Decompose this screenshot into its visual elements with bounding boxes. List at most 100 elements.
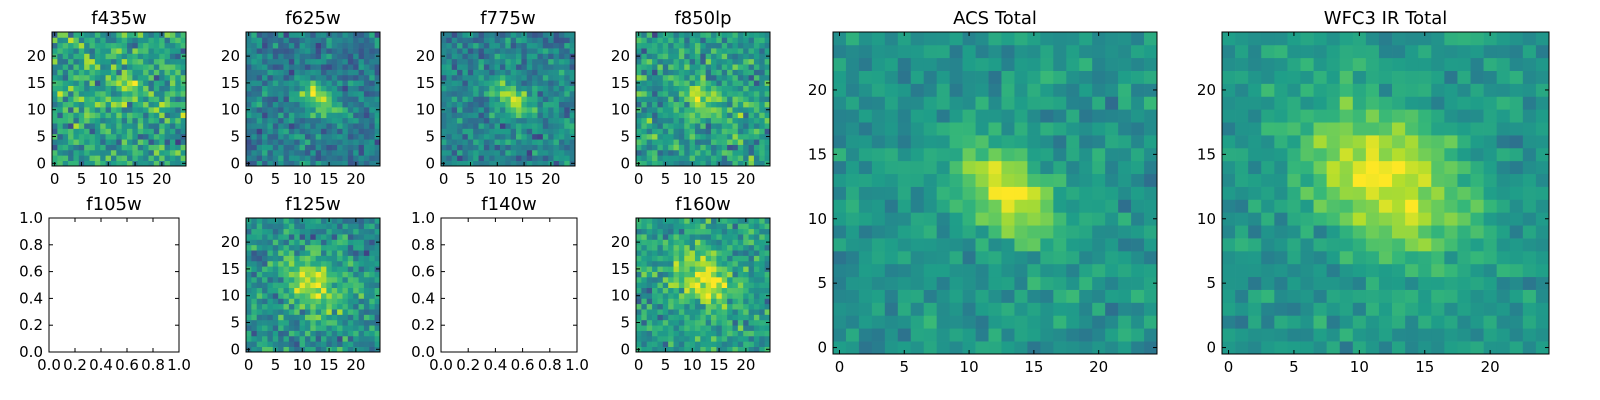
pixel-cell (272, 325, 279, 331)
pixel-cell (315, 234, 322, 240)
pixel-cell (310, 244, 317, 251)
pixel-cell (689, 123, 696, 129)
pixel-cell (347, 228, 354, 235)
pixel-cell (143, 149, 149, 156)
pixel-cell (489, 112, 495, 119)
pixel-cell (737, 341, 744, 347)
pixel-cell (294, 149, 300, 156)
pixel-cell (673, 309, 680, 315)
pixel-cell (175, 128, 181, 135)
pixel-cell (1105, 32, 1119, 46)
pixel-cell (315, 128, 322, 135)
pixel-cell (732, 218, 739, 224)
pixel-cell (711, 266, 717, 272)
pixel-cell (845, 289, 860, 303)
pixel-cell (962, 328, 976, 342)
pixel-cell (652, 144, 658, 151)
pixel-cell (121, 123, 128, 129)
pixel-cell (256, 96, 263, 103)
pixel-cell (662, 64, 669, 70)
pixel-cell (315, 282, 322, 289)
pixel-cell (462, 37, 469, 44)
pixel-cell (558, 139, 565, 145)
pixel-cell (737, 90, 744, 97)
pixel-cell (657, 80, 664, 86)
pixel-cell (175, 58, 181, 65)
y-tick-label: 15 (808, 145, 827, 163)
pixel-cell (256, 69, 263, 76)
pixel-cell (548, 48, 554, 54)
pixel-cell (127, 58, 133, 65)
pixel-cell (315, 139, 322, 145)
pixel-cell (342, 149, 349, 156)
pixel-cell (315, 346, 322, 353)
pixel-cell (532, 123, 538, 129)
pixel-cell (871, 328, 886, 342)
pixel-cell (251, 335, 258, 342)
pixel-cell (858, 238, 873, 252)
pixel-cell (1079, 32, 1093, 46)
pixel-cell (721, 107, 728, 113)
pixel-cell (374, 234, 381, 240)
pixel-cell (175, 123, 181, 129)
pixel-cell (1105, 225, 1119, 239)
pixel-cell (256, 117, 263, 124)
pixel-cell (84, 32, 90, 38)
pixel-cell (652, 133, 658, 140)
pixel-cell (1066, 341, 1080, 355)
pixel-cell (256, 85, 263, 92)
pixel-cell (1222, 212, 1236, 226)
pixel-cell (564, 80, 570, 86)
pixel-cell (694, 112, 701, 119)
pixel-cell (711, 133, 717, 140)
pixel-cell (871, 263, 886, 278)
pixel-cell (299, 69, 306, 76)
pixel-cell (1118, 302, 1132, 316)
pixel-cell (1470, 238, 1484, 252)
pixel-cell (310, 139, 317, 145)
pixel-cell (743, 90, 749, 97)
pixel-cell (1144, 302, 1158, 316)
pixel-cell (73, 96, 80, 103)
pixel-cell (321, 244, 327, 251)
pixel-cell (164, 42, 171, 49)
pixel-cell (331, 42, 338, 49)
pixel-cell (132, 101, 139, 108)
pixel-cell (1040, 57, 1054, 71)
pixel-cell (871, 122, 886, 136)
pixel-cell (1326, 186, 1341, 200)
pixel-cell (283, 234, 290, 240)
pixel-cell (764, 282, 771, 289)
pixel-cell (251, 218, 258, 224)
pixel-cell (283, 48, 290, 54)
pixel-cell (711, 293, 717, 299)
pixel-cell (678, 271, 685, 278)
pixel-cell (673, 293, 680, 299)
pixel-cell (975, 57, 989, 71)
pixel-cell (548, 74, 554, 81)
pixel-cell (737, 223, 744, 230)
pixel-cell (246, 330, 252, 337)
pixel-cell (347, 53, 354, 60)
pixel-cell (169, 48, 176, 54)
pixel-cell (910, 122, 925, 136)
pixel-cell (1235, 289, 1249, 303)
pixel-cell (283, 112, 290, 119)
pixel-cell (884, 122, 899, 136)
pixel-cell (369, 101, 375, 108)
pixel-cell (256, 325, 263, 331)
pixel-cell (446, 123, 453, 129)
pixel-cell (537, 32, 544, 38)
pixel-cell (57, 85, 64, 92)
pixel-cell (737, 314, 744, 321)
pixel-cell (164, 139, 171, 145)
axes-frame (832, 31, 1158, 355)
pixel-cell (68, 90, 74, 97)
pixel-cell (548, 37, 554, 44)
pixel-cell (764, 58, 771, 65)
pixel-cell (753, 271, 760, 278)
pixel-cell (1352, 199, 1367, 213)
pixel-cell (57, 37, 64, 44)
pixel-cell (246, 90, 252, 97)
